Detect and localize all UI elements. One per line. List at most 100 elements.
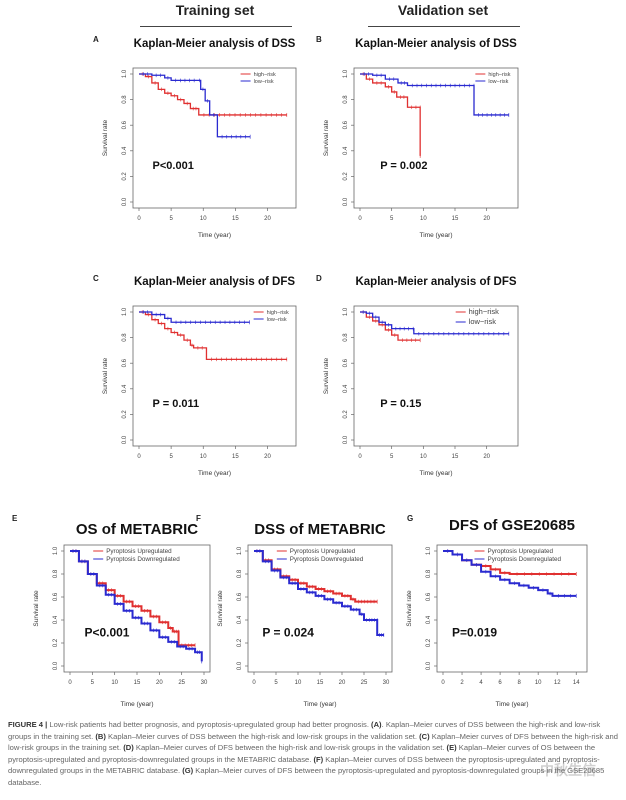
x-tick-label: 8 <box>517 680 521 686</box>
y-tick-label: 0.0 <box>343 197 349 206</box>
x-tick-label: 5 <box>169 454 173 460</box>
caption-segment: (C) <box>419 731 430 741</box>
legend-label: low−risk <box>488 79 508 85</box>
caption-segment: Kaplan–Meier curves of DSS between the h… <box>105 731 420 741</box>
y-tick-label: 1.0 <box>122 69 128 78</box>
y-axis-label: Survival rate <box>102 120 109 157</box>
y-tick-label: 0.8 <box>343 95 349 104</box>
x-tick-label: 5 <box>274 680 278 686</box>
x-tick-label: 0 <box>68 680 72 686</box>
chart-title: DSS of METABRIC <box>254 521 386 538</box>
y-tick-label: 0.8 <box>426 569 432 578</box>
panel-letter: E <box>12 514 18 523</box>
y-tick-label: 0.8 <box>122 95 128 104</box>
plot-frame <box>353 305 519 447</box>
caption-segment: Low-risk patients had better prognosis, … <box>49 720 372 729</box>
survival-curve-red <box>139 73 287 116</box>
panel-letter: F <box>196 514 201 523</box>
panel-letter: A <box>93 35 99 44</box>
y-tick-label: 0.6 <box>237 592 243 601</box>
p-value: P = 0.002 <box>380 160 427 172</box>
plot-frame <box>63 544 211 673</box>
legend-label: Pyroptosis Downregulated <box>106 556 180 563</box>
x-tick-label: 15 <box>452 216 459 222</box>
y-tick-label: 0.2 <box>122 410 128 419</box>
chart-title: OS of METABRIC <box>76 521 198 538</box>
y-tick-label: 0.4 <box>426 615 432 624</box>
y-tick-label: 0.8 <box>53 569 59 578</box>
y-axis-label: Survival rate <box>406 590 413 627</box>
x-axis-label: Time (year) <box>198 232 231 239</box>
y-axis-label: Survival rate <box>217 590 224 627</box>
x-tick-label: 14 <box>573 680 580 686</box>
legend-label: low−risk <box>254 79 274 85</box>
y-tick-label: 1.0 <box>343 69 349 78</box>
y-tick-label: 0.0 <box>122 435 128 444</box>
x-tick-label: 4 <box>479 680 483 686</box>
y-tick-label: 0.4 <box>122 384 128 393</box>
caption-segment: Kaplan–Meier curves of DFS between the p… <box>8 766 605 787</box>
x-tick-label: 30 <box>383 680 390 686</box>
training-header-underline <box>140 26 292 27</box>
x-tick-label: 10 <box>111 680 118 686</box>
x-tick-label: 0 <box>358 454 362 460</box>
km-panel-g: G DFS of GSE20685 0 2 4 6 8 10 12 14 0.0 0.2 0.4 0.6 0… <box>406 514 588 708</box>
caption-segment: Kaplan–Meier curves of DFS between the h… <box>133 743 447 753</box>
panel-letter: C <box>93 274 99 283</box>
chart-title: Kaplan-Meier analysis of DSS <box>134 38 296 50</box>
y-tick-label: 0.6 <box>426 592 432 601</box>
x-tick-label: 30 <box>201 680 208 686</box>
x-tick-label: 20 <box>483 454 490 460</box>
chart-title: Kaplan-Meier analysis of DSS <box>355 38 517 50</box>
km-panel-d: D Kaplan-Meier analysis of DFS 0 5 10 15 20 0.0… <box>316 274 519 477</box>
x-tick-label: 15 <box>134 680 141 686</box>
survival-curve-blue <box>139 311 250 323</box>
p-value: P<0.001 <box>153 160 194 172</box>
survival-curve-red <box>139 311 287 361</box>
x-tick-label: 0 <box>252 680 256 686</box>
y-axis-label: Survival rate <box>323 120 330 157</box>
x-tick-label: 15 <box>232 216 239 222</box>
training-set-header: Training set <box>175 2 255 18</box>
caption-segment: FIGURE 4 | <box>8 720 50 729</box>
legend-label: high−risk <box>469 307 499 316</box>
survival-curve-red <box>360 311 421 341</box>
x-tick-label: 0 <box>137 216 141 222</box>
y-tick-label: 0.4 <box>343 384 349 393</box>
x-tick-label: 10 <box>535 680 542 686</box>
chart-title: Kaplan-Meier analysis of DFS <box>134 276 295 288</box>
x-axis-label: Time (year) <box>198 470 231 477</box>
x-axis-label: Time (year) <box>420 470 453 477</box>
y-tick-label: 0.0 <box>426 661 432 670</box>
caption-segment: Kaplan–Meier curves of DSS between the p… <box>8 754 600 776</box>
y-tick-label: 0.2 <box>122 172 128 181</box>
x-tick-label: 10 <box>420 454 427 460</box>
x-tick-label: 0 <box>358 216 362 222</box>
legend-label: Pyroptosis Upregulated <box>106 548 172 555</box>
x-tick-label: 20 <box>483 216 490 222</box>
x-tick-label: 0 <box>137 454 141 460</box>
y-tick-label: 0.2 <box>237 638 243 647</box>
x-tick-label: 20 <box>339 680 346 686</box>
plot-frame <box>353 67 519 209</box>
y-tick-label: 0.6 <box>53 592 59 601</box>
p-value: P = 0.15 <box>380 398 421 410</box>
figure-caption: FIGURE 4 | Low-risk patients had better … <box>8 719 620 789</box>
x-tick-label: 0 <box>441 680 445 686</box>
x-tick-label: 20 <box>264 454 271 460</box>
x-tick-label: 10 <box>295 680 302 686</box>
p-value: P=0.019 <box>452 625 497 639</box>
legend-label: low−risk <box>469 317 497 326</box>
validation-header-underline <box>368 26 520 27</box>
plot-frame <box>132 67 297 209</box>
y-tick-label: 0.6 <box>122 358 128 367</box>
x-tick-label: 5 <box>390 216 394 222</box>
y-tick-label: 0.2 <box>343 172 349 181</box>
y-tick-label: 0.6 <box>343 120 349 129</box>
x-tick-label: 25 <box>361 680 368 686</box>
y-tick-label: 0.6 <box>343 358 349 367</box>
y-tick-label: 0.2 <box>343 410 349 419</box>
y-axis-label: Survival rate <box>33 590 40 627</box>
y-tick-label: 0.2 <box>53 638 59 647</box>
km-panel-e: E OS of METABRIC 0 5 10 15 20 25 30 0.0 0.2 0.4 0.6 0… <box>12 514 211 708</box>
